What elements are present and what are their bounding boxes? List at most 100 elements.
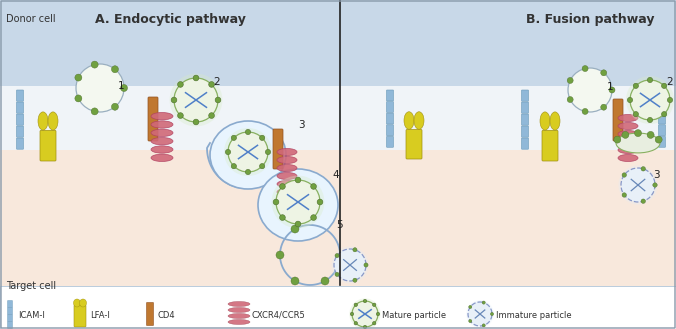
Circle shape <box>291 277 299 285</box>
FancyBboxPatch shape <box>521 114 529 125</box>
FancyBboxPatch shape <box>74 305 86 327</box>
Circle shape <box>662 83 667 89</box>
Circle shape <box>171 97 177 103</box>
Circle shape <box>273 199 279 205</box>
Circle shape <box>178 82 183 87</box>
Bar <box>0 86 676 150</box>
Ellipse shape <box>618 114 638 121</box>
Circle shape <box>260 135 265 140</box>
Circle shape <box>112 66 118 73</box>
Ellipse shape <box>228 314 250 318</box>
Ellipse shape <box>277 157 297 164</box>
Circle shape <box>601 104 607 110</box>
Circle shape <box>622 173 627 177</box>
Ellipse shape <box>151 154 173 162</box>
Circle shape <box>614 136 621 143</box>
Text: Donor cell: Donor cell <box>6 14 55 24</box>
FancyBboxPatch shape <box>521 90 529 101</box>
Text: 2: 2 <box>213 77 220 87</box>
Ellipse shape <box>277 189 297 195</box>
Circle shape <box>364 263 368 267</box>
Circle shape <box>648 117 652 123</box>
FancyBboxPatch shape <box>0 0 676 112</box>
Ellipse shape <box>277 172 297 180</box>
FancyBboxPatch shape <box>16 102 24 113</box>
Circle shape <box>582 109 588 114</box>
Ellipse shape <box>151 113 173 120</box>
Ellipse shape <box>616 133 660 153</box>
Circle shape <box>228 132 268 172</box>
FancyBboxPatch shape <box>40 130 56 161</box>
Text: LFA-I: LFA-I <box>90 311 110 319</box>
Ellipse shape <box>618 139 638 145</box>
Circle shape <box>626 76 674 124</box>
Circle shape <box>215 97 221 103</box>
Circle shape <box>321 277 329 285</box>
FancyBboxPatch shape <box>7 308 12 315</box>
Circle shape <box>635 130 642 137</box>
Circle shape <box>311 184 316 189</box>
FancyBboxPatch shape <box>16 114 24 125</box>
Ellipse shape <box>228 308 250 313</box>
Circle shape <box>295 221 301 227</box>
Ellipse shape <box>540 112 550 130</box>
Circle shape <box>266 149 270 155</box>
Circle shape <box>291 225 299 233</box>
Circle shape <box>354 321 358 325</box>
Circle shape <box>491 313 493 316</box>
Circle shape <box>653 183 657 187</box>
FancyBboxPatch shape <box>0 136 676 329</box>
Circle shape <box>363 325 366 329</box>
Circle shape <box>363 299 366 303</box>
Circle shape <box>482 301 485 304</box>
Circle shape <box>260 164 265 169</box>
Circle shape <box>174 78 218 122</box>
Circle shape <box>647 131 654 139</box>
Circle shape <box>276 180 320 224</box>
Circle shape <box>276 251 284 259</box>
Ellipse shape <box>414 112 424 129</box>
Circle shape <box>354 303 358 307</box>
Ellipse shape <box>80 299 87 307</box>
Circle shape <box>667 97 673 103</box>
FancyBboxPatch shape <box>16 126 24 137</box>
Text: CXCR4/CCR5: CXCR4/CCR5 <box>252 311 306 319</box>
Circle shape <box>209 82 214 87</box>
Circle shape <box>372 321 376 325</box>
Circle shape <box>352 301 378 327</box>
Circle shape <box>633 112 638 117</box>
FancyBboxPatch shape <box>387 90 393 101</box>
Circle shape <box>91 61 98 68</box>
Circle shape <box>662 112 667 117</box>
FancyBboxPatch shape <box>521 102 529 113</box>
FancyBboxPatch shape <box>16 138 24 149</box>
Ellipse shape <box>618 155 638 162</box>
FancyBboxPatch shape <box>658 137 665 147</box>
Text: 1: 1 <box>118 81 124 91</box>
Circle shape <box>468 319 472 323</box>
Ellipse shape <box>151 121 173 128</box>
Text: Mature particle: Mature particle <box>382 311 446 319</box>
Ellipse shape <box>277 164 297 171</box>
Circle shape <box>332 247 368 283</box>
FancyBboxPatch shape <box>147 302 153 325</box>
FancyBboxPatch shape <box>273 129 283 169</box>
FancyBboxPatch shape <box>521 138 529 149</box>
Bar <box>0 88 676 148</box>
FancyBboxPatch shape <box>7 321 12 328</box>
Circle shape <box>641 166 646 171</box>
Circle shape <box>349 298 381 329</box>
Circle shape <box>295 177 301 183</box>
Circle shape <box>466 300 493 328</box>
Circle shape <box>633 83 638 89</box>
FancyBboxPatch shape <box>406 130 422 159</box>
FancyBboxPatch shape <box>521 126 529 137</box>
Circle shape <box>609 87 615 93</box>
FancyBboxPatch shape <box>7 315 12 321</box>
Ellipse shape <box>618 131 638 138</box>
Text: Immature particle: Immature particle <box>496 311 572 319</box>
Ellipse shape <box>618 122 638 130</box>
Circle shape <box>377 312 380 316</box>
Bar <box>0 286 676 329</box>
FancyBboxPatch shape <box>658 113 665 124</box>
